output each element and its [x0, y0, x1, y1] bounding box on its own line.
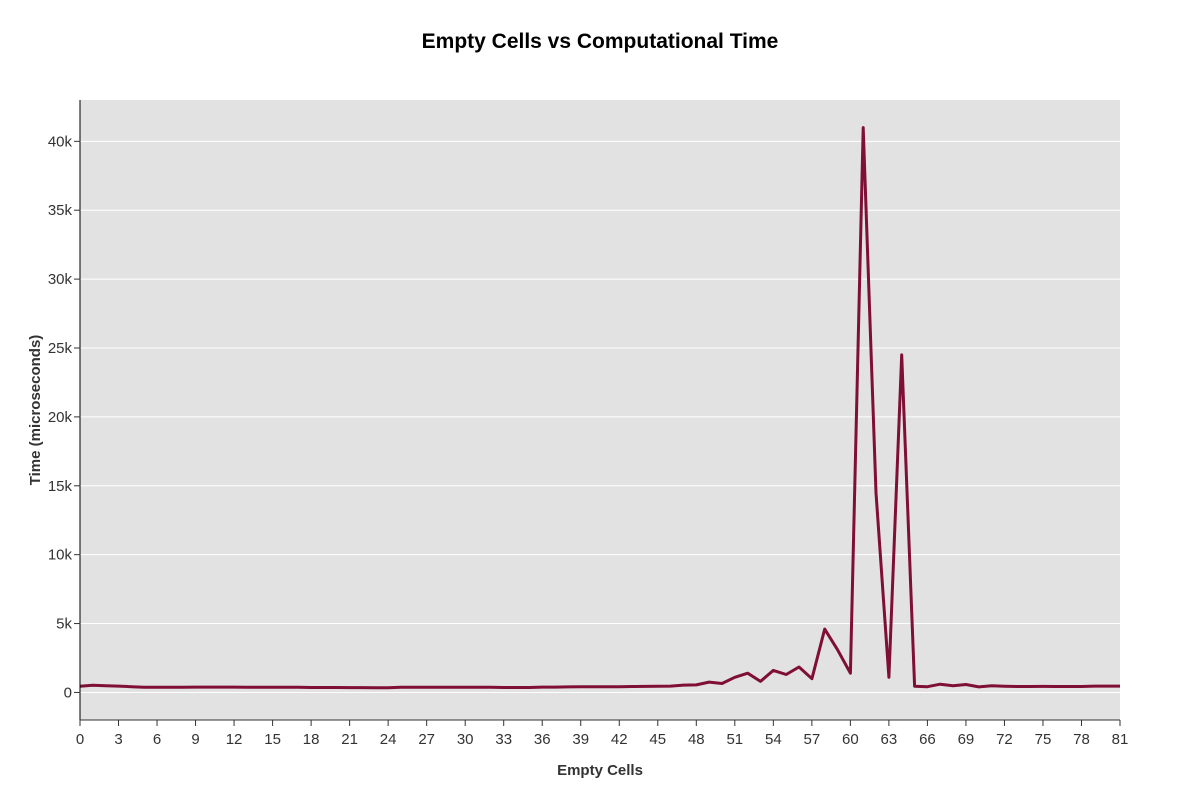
- y-tick-label: 10k: [48, 547, 73, 564]
- x-tick-label: 78: [1073, 731, 1090, 748]
- x-tick-label: 81: [1112, 731, 1129, 748]
- x-tick-label: 3: [114, 731, 122, 748]
- x-tick-label: 21: [341, 731, 358, 748]
- y-tick-label: 40k: [48, 133, 73, 150]
- y-axis-title: Time (microseconds): [27, 335, 44, 486]
- series-line: [79, 126, 1120, 690]
- x-tick-label: 60: [842, 731, 859, 748]
- x-tick-label: 72: [996, 731, 1013, 748]
- x-tick-label: 15: [264, 731, 281, 748]
- y-tick-label: 25k: [48, 340, 73, 357]
- y-tick-label: 5k: [56, 616, 72, 633]
- x-tick-label: 75: [1035, 731, 1052, 748]
- x-tick-label: 9: [191, 731, 199, 748]
- gridlines: [80, 140, 1120, 693]
- x-tick-label: 27: [418, 731, 435, 748]
- y-axis-ticks: 0 5k 10k 15k 20k 25k 30k 35k 40k: [48, 133, 80, 701]
- plot-background: [80, 100, 1120, 720]
- y-tick-label: 35k: [48, 202, 73, 219]
- x-tick-label: 63: [881, 731, 898, 748]
- x-tick-label: 33: [495, 731, 512, 748]
- x-tick-label: 36: [534, 731, 551, 748]
- x-tick-label: 30: [457, 731, 474, 748]
- x-tick-label: 51: [726, 731, 743, 748]
- x-tick-label: 39: [572, 731, 589, 748]
- x-tick-label: 57: [804, 731, 821, 748]
- x-tick-label: 6: [153, 731, 161, 748]
- x-tick-label: 45: [649, 731, 666, 748]
- series-layer: [79, 126, 1120, 690]
- x-tick-label: 0: [76, 731, 84, 748]
- chart-title: Empty Cells vs Computational Time: [421, 30, 779, 53]
- y-tick-label: 20k: [48, 409, 73, 426]
- x-tick-label: 48: [688, 731, 705, 748]
- y-tick-label: 0: [64, 684, 72, 701]
- x-axis-ticks: 0 3 6 9 12 15 18 21 24 27 30 33 36 39 42 45 48 51 54 57 60 63…: [76, 720, 1129, 748]
- y-tick-label: 30k: [48, 271, 73, 288]
- x-tick-label: 18: [303, 731, 320, 748]
- x-tick-label: 12: [226, 731, 243, 748]
- x-tick-label: 42: [611, 731, 628, 748]
- x-tick-label: 24: [380, 731, 397, 748]
- y-tick-label: 15k: [48, 478, 73, 495]
- x-tick-label: 54: [765, 731, 782, 748]
- x-axis-title: Empty Cells: [557, 762, 643, 779]
- x-tick-label: 69: [958, 731, 975, 748]
- x-tick-label: 66: [919, 731, 936, 748]
